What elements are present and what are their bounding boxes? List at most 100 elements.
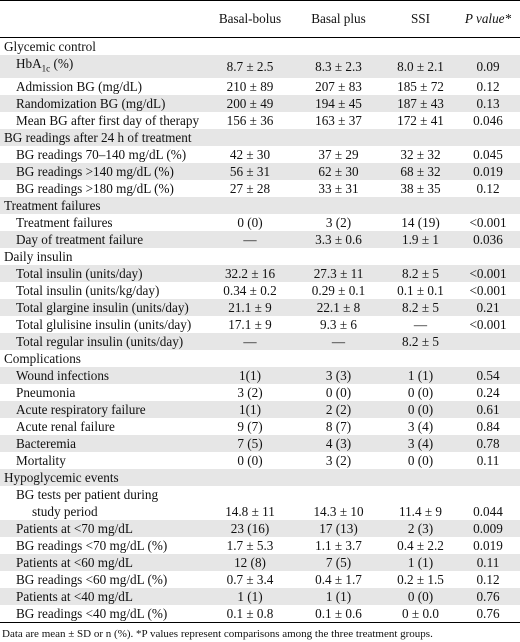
table-footnote: Data are mean ± SD or n (%). *P values r… <box>2 627 433 640</box>
cell-p-value: 0.046 <box>473 112 503 128</box>
cell-ssi: 0 (0) <box>385 400 456 418</box>
cell-ssi: 185 ± 72 <box>397 78 444 94</box>
cell-basal-plus: 22.1 ± 8 <box>292 298 385 316</box>
table-row: Total insulin (units/day) 32.2 ± 16 27.3 ±… <box>0 264 520 282</box>
cell-p-value: 0.11 <box>476 452 500 468</box>
cell-basal-bolus: 0.34 ± 0.2 <box>223 282 277 298</box>
table-row: BG readings 70–140 mg/dL (%) 42 ± 30 37 ± … <box>0 146 520 163</box>
table-row: Wound infections 1(1) 3 (3) 1 (1) 0.54 <box>0 366 520 384</box>
table-row: Acute renal failure 9 (7) 8 (7) 3 (4) 0.84 <box>0 418 520 435</box>
row-label: Acute respiratory failure <box>0 400 208 418</box>
cell-p-value: <0.001 <box>469 316 507 332</box>
cell-ssi: 0 (0) <box>385 587 456 605</box>
cell-basal-plus: — <box>292 332 385 350</box>
cell-p-value: 0.76 <box>456 587 520 605</box>
cell-basal-bolus: 1(1) <box>208 366 292 384</box>
cell-basal-plus: 163 ± 37 <box>315 112 362 128</box>
row-label: Admission BG (mg/dL) <box>16 78 143 94</box>
cell-ssi: 2 (3) <box>385 519 456 537</box>
cell-ssi: 8.2 ± 5 <box>385 298 456 316</box>
cell-p-value <box>456 332 520 350</box>
cell-basal-plus: 33 ± 31 <box>318 180 359 196</box>
row-label: BG readings <70 mg/dL (%) <box>16 537 168 553</box>
table-row: BG tests per patient during study period 1… <box>0 486 520 520</box>
section-title: Complications <box>4 350 81 366</box>
row-label: HbA1c (%) <box>0 55 208 78</box>
row-label: Patients at <60 mg/dL <box>0 553 208 571</box>
cell-basal-bolus: 8.7 ± 2.5 <box>208 55 292 78</box>
cell-basal-bolus: 0 (0) <box>237 452 263 468</box>
cell-ssi: 0.2 ± 1.5 <box>397 571 444 587</box>
cell-basal-plus: 1 (1) <box>292 587 385 605</box>
cell-basal-plus: 0.1 ± 0.6 <box>292 604 385 623</box>
cell-ssi: 38 ± 35 <box>400 180 441 196</box>
table-row: BG readings <70 mg/dL (%) 1.7 ± 5.3 1.1 ± … <box>0 537 520 554</box>
table-row: BG readings <40 mg/dL (%) 0.1 ± 0.8 0.1 ± … <box>0 604 520 623</box>
cell-ssi: 187 ± 43 <box>385 94 456 112</box>
cell-ssi: 32 ± 32 <box>400 146 441 162</box>
cell-p-value: 0.009 <box>456 519 520 537</box>
cell-basal-plus: 8.3 ± 2.3 <box>292 55 385 78</box>
cell-p-value: 0.13 <box>456 94 520 112</box>
table-header-row: Basal-bolus Basal plus SSI P value* <box>0 0 520 38</box>
row-label: Patients at <40 mg/dL <box>0 587 208 605</box>
cell-ssi: 0 (0) <box>407 452 434 468</box>
table-row: Mean BG after first day of therapy 156 ± … <box>0 112 520 129</box>
row-label: BG readings <40 mg/dL (%) <box>0 604 208 623</box>
cell-p-value: 0.045 <box>473 146 503 162</box>
row-label: Total regular insulin (units/day) <box>0 332 208 350</box>
cell-basal-bolus: 56 ± 31 <box>208 162 292 180</box>
row-label: Pneumonia <box>16 384 76 400</box>
table-row: Total insulin (units/kg/day) 0.34 ± 0.2 0.… <box>0 282 520 299</box>
cell-basal-plus: 194 ± 45 <box>292 94 385 112</box>
cell-p-value: 0.24 <box>476 384 500 400</box>
cell-ssi: 1 (1) <box>385 366 456 384</box>
table-row: HbA1c (%) 8.7 ± 2.5 8.3 ± 2.3 8.0 ± 2.1 0.09 <box>0 55 520 78</box>
cell-basal-bolus: 23 (16) <box>208 519 292 537</box>
cell-ssi: — <box>413 316 428 332</box>
cell-p-value: 0.21 <box>456 298 520 316</box>
cell-p-value: <0.001 <box>456 264 520 282</box>
cell-basal-bolus: 21.1 ± 9 <box>208 298 292 316</box>
cell-ssi: 8.0 ± 2.1 <box>385 55 456 78</box>
cell-p-value: 0.12 <box>476 571 500 587</box>
cell-basal-bolus: 210 ± 89 <box>226 78 274 94</box>
section-header-row: Hypoglycemic events <box>0 468 520 486</box>
cell-basal-plus: 0.4 ± 1.7 <box>315 571 362 587</box>
table-row: Patients at <60 mg/dL 12 (8) 7 (5) 1 (1) 0.1… <box>0 553 520 571</box>
cell-basal-bolus: 3 (2) <box>237 384 263 400</box>
section-header-row: Glycemic control <box>0 38 520 56</box>
cell-basal-bolus: 12 (8) <box>208 553 292 571</box>
cell-p-value: 0.036 <box>456 230 520 248</box>
cell-ssi: 8.2 ± 5 <box>385 332 456 350</box>
table-row: BG readings >140 mg/dL (%) 56 ± 31 62 ± 30… <box>0 162 520 180</box>
row-label: Mean BG after first day of therapy <box>16 112 200 128</box>
table-row: Treatment failures 0 (0) 3 (2) 14 (19) <0.00… <box>0 214 520 231</box>
table-row: Total glulisine insulin (units/day) 17.1 … <box>0 316 520 333</box>
cell-ssi: 1.9 ± 1 <box>385 230 456 248</box>
cell-basal-plus: 37 ± 29 <box>318 146 359 162</box>
section-header-row: BG readings after 24 h of treatment <box>0 128 520 146</box>
row-label: Patients at <70 mg/dL <box>0 519 208 537</box>
row-label-line1: BG tests per patient during <box>16 486 159 502</box>
cell-basal-plus: 14.3 ± 10 <box>313 503 364 519</box>
cell-ssi: 3 (4) <box>407 418 434 434</box>
cell-basal-bolus: 0.1 ± 0.8 <box>208 604 292 623</box>
cell-basal-plus: 4 (3) <box>292 434 385 452</box>
cell-basal-bolus: 1 (1) <box>208 587 292 605</box>
row-label: Acute renal failure <box>16 418 115 434</box>
header-basal-plus: Basal plus <box>292 0 385 38</box>
cell-p-value: 0.76 <box>456 604 520 623</box>
cell-basal-bolus: 9 (7) <box>237 418 263 434</box>
cell-basal-plus: 207 ± 83 <box>315 78 362 94</box>
cell-basal-plus: 0 (0) <box>325 384 352 400</box>
header-label-column <box>0 0 208 38</box>
cell-ssi: 68 ± 32 <box>385 162 456 180</box>
cell-basal-plus: 3 (2) <box>325 452 352 468</box>
table-row: Randomization BG (mg/dL) 200 ± 49 194 ± 45… <box>0 94 520 112</box>
cell-basal-plus: 17 (13) <box>292 519 385 537</box>
row-label: Total insulin (units/kg/day) <box>16 282 160 298</box>
cell-basal-plus: 0.29 ± 0.1 <box>311 282 366 298</box>
cell-basal-bolus: 14.8 ± 11 <box>225 503 275 519</box>
